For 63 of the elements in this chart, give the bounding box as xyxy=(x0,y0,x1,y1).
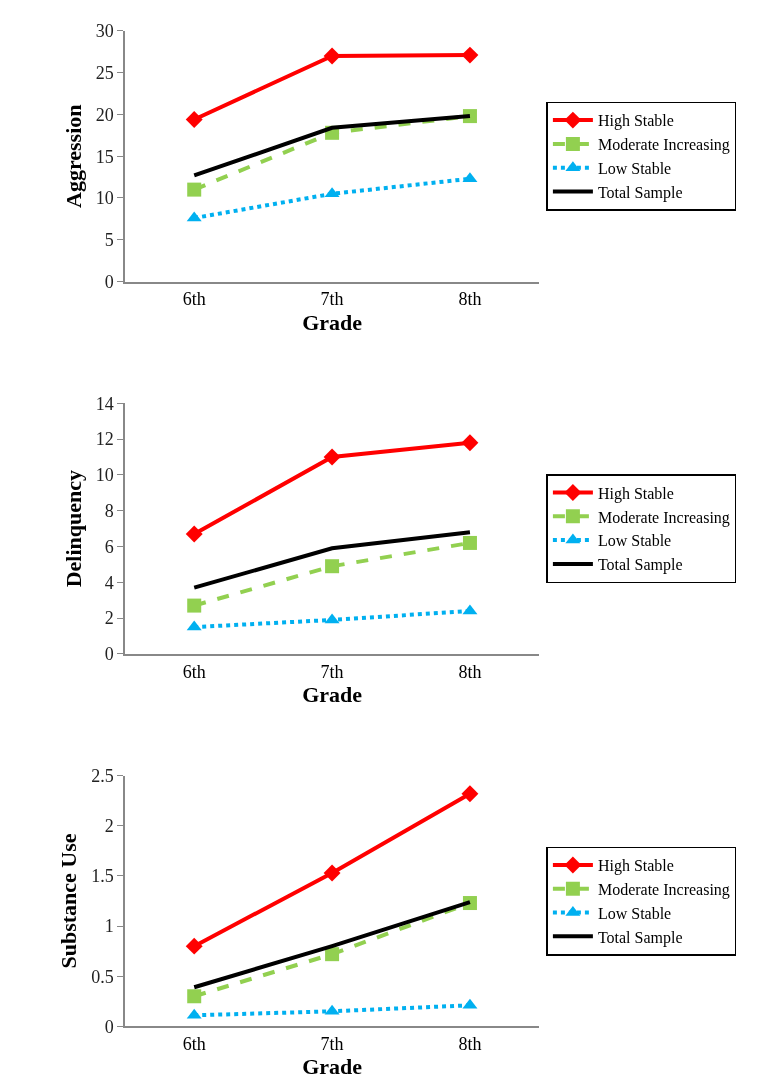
legend-label: Total Sample xyxy=(597,556,683,575)
y-tick-label: 30 xyxy=(95,21,114,42)
x-tick-label: 7th xyxy=(320,1033,344,1054)
y-tick-label: 0 xyxy=(104,271,114,292)
y-tick-label: 25 xyxy=(95,62,114,83)
legend-label: High Stable xyxy=(597,484,674,503)
point xyxy=(323,864,341,882)
y-axis-title: Aggression xyxy=(60,104,86,208)
y-tick-label: 6 xyxy=(104,536,114,557)
y-tick-label: 15 xyxy=(95,146,114,167)
legend-label: Low Stable xyxy=(597,532,672,550)
point xyxy=(461,46,479,64)
point xyxy=(187,182,202,197)
legend-label: Total Sample xyxy=(597,183,683,202)
y-tick-label: 2.5 xyxy=(91,766,114,787)
point xyxy=(323,47,341,65)
x-tick-label: 8th xyxy=(458,661,482,682)
legend-label: Low Stable xyxy=(597,159,672,177)
y-tick-label: 20 xyxy=(95,104,114,125)
x-tick-label: 7th xyxy=(320,289,344,310)
point xyxy=(461,785,479,803)
x-axis-title: Grade xyxy=(302,1054,363,1080)
x-tick-label: 6th xyxy=(182,661,206,682)
y-tick-label: 2 xyxy=(104,608,114,629)
y-tick-label: 0 xyxy=(104,1016,114,1037)
y-tick-label: 0.5 xyxy=(91,966,114,987)
legend-label: High Stable xyxy=(597,112,674,131)
y-tick-label: 4 xyxy=(104,572,114,593)
legend-label: Moderate Increasing xyxy=(597,880,730,899)
x-tick-label: 8th xyxy=(458,1033,482,1054)
legend-label: High Stable xyxy=(597,857,674,876)
point xyxy=(185,525,203,543)
point xyxy=(187,989,202,1004)
y-tick-label: 14 xyxy=(95,393,114,414)
y-axis-title: Delinquency xyxy=(60,469,86,588)
x-tick-label: 6th xyxy=(182,1033,206,1054)
legend-label: Total Sample xyxy=(597,928,683,947)
legend-label: Moderate Increasing xyxy=(597,136,730,155)
y-axis-title: Substance Use xyxy=(56,833,82,969)
y-tick-label: 12 xyxy=(95,429,114,450)
point xyxy=(323,448,341,466)
y-tick-label: 10 xyxy=(95,188,114,209)
legend-label: Moderate Increasing xyxy=(597,508,730,527)
x-tick-label: 6th xyxy=(182,289,206,310)
x-axis-title: Grade xyxy=(302,309,363,335)
y-tick-label: 1.5 xyxy=(91,866,114,887)
y-tick-label: 5 xyxy=(104,230,114,251)
point xyxy=(462,535,477,550)
point xyxy=(325,947,340,962)
y-tick-label: 2 xyxy=(104,816,114,837)
point xyxy=(185,937,203,955)
y-tick-label: 10 xyxy=(95,465,114,486)
point xyxy=(461,434,479,452)
y-tick-label: 0 xyxy=(104,644,114,665)
y-tick-label: 8 xyxy=(104,501,114,522)
x-axis-title: Grade xyxy=(302,681,363,707)
x-tick-label: 7th xyxy=(320,661,344,682)
point xyxy=(187,598,202,613)
legend-label: Low Stable xyxy=(597,904,672,922)
point xyxy=(185,110,203,128)
y-tick-label: 1 xyxy=(104,916,114,937)
x-tick-label: 8th xyxy=(458,289,482,310)
point xyxy=(325,559,340,574)
